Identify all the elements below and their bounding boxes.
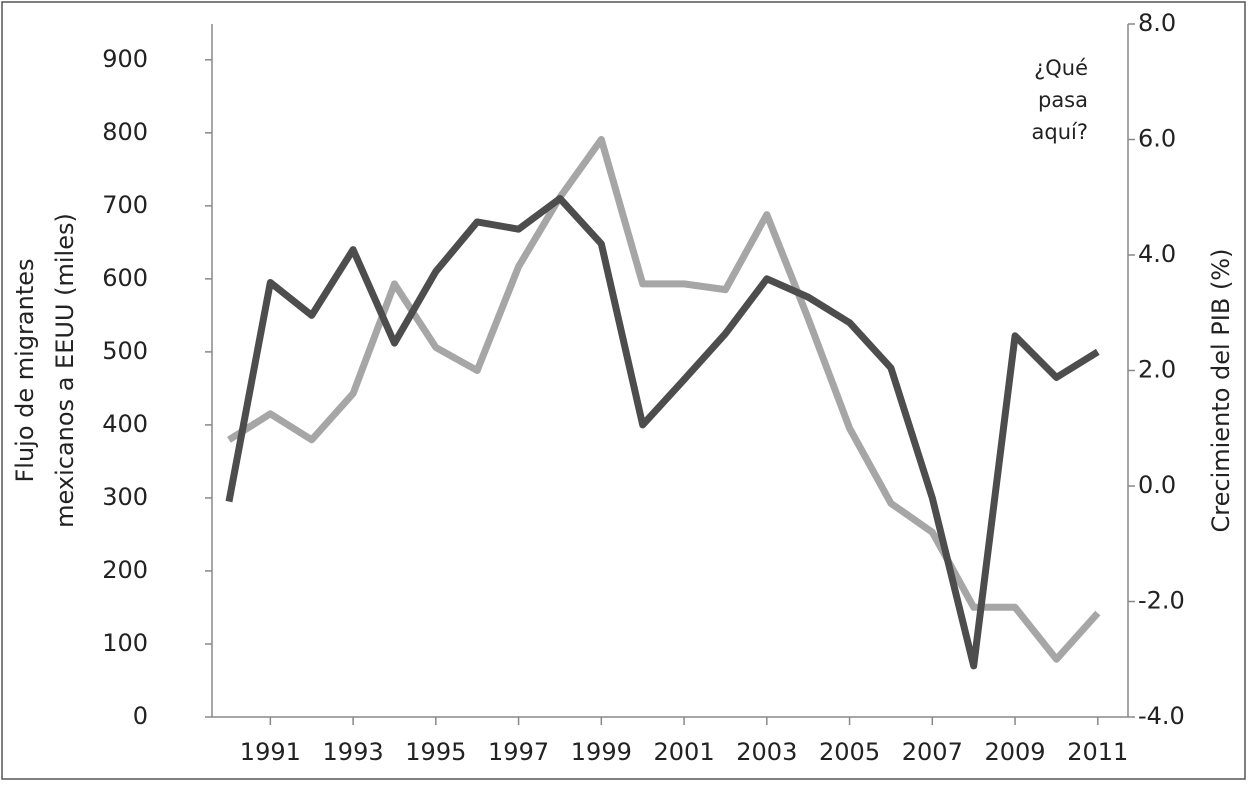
x-tick-label: 2005 [819, 738, 880, 766]
y-tick-label: 400 [102, 410, 148, 438]
annotation: ¿Qué [1034, 56, 1088, 80]
x-tick-label: 1991 [240, 738, 301, 766]
y-tick-label: 700 [102, 191, 148, 219]
y-axis-label: Flujo de migrantes [11, 258, 39, 482]
y2-tick-label: 8.0 [1138, 9, 1176, 37]
x-tick-label: 1999 [571, 738, 632, 766]
y-tick-label: 900 [102, 45, 148, 73]
y-tick-label: 0 [133, 702, 148, 730]
x-tick-label: 2003 [736, 738, 797, 766]
x-tick-label: 2001 [654, 738, 715, 766]
y2-tick-label: -4.0 [1138, 702, 1185, 730]
data-line [225, 195, 1100, 670]
y2-tick-label: 6.0 [1138, 125, 1176, 153]
y-axis-label: mexicanos a EEUU (miles) [51, 213, 79, 528]
y2-tick-label: -2.0 [1138, 587, 1185, 615]
x-tick-label: 1995 [405, 738, 466, 766]
y2-tick-label: 0.0 [1138, 471, 1176, 499]
x-tick-label: 1997 [488, 738, 549, 766]
y2-tick-label: 4.0 [1138, 240, 1176, 268]
y-tick-label: 600 [102, 264, 148, 292]
y2-axis-label: Crecimiento del PIB (%) [1207, 249, 1235, 533]
annotation: aquí? [1032, 120, 1089, 144]
y-tick-label: 300 [102, 483, 148, 511]
y-tick-label: 200 [102, 556, 148, 584]
y2-tick-label: 2.0 [1138, 356, 1176, 384]
x-tick-label: 1993 [323, 738, 384, 766]
x-tick-label: 2009 [985, 738, 1046, 766]
x-tick-label: 2007 [902, 738, 963, 766]
x-tick-label: 2011 [1067, 738, 1128, 766]
y-tick-label: 100 [102, 629, 148, 657]
annotation: pasa [1038, 88, 1088, 112]
y-tick-label: 800 [102, 118, 148, 146]
y-tick-label: 500 [102, 337, 148, 365]
